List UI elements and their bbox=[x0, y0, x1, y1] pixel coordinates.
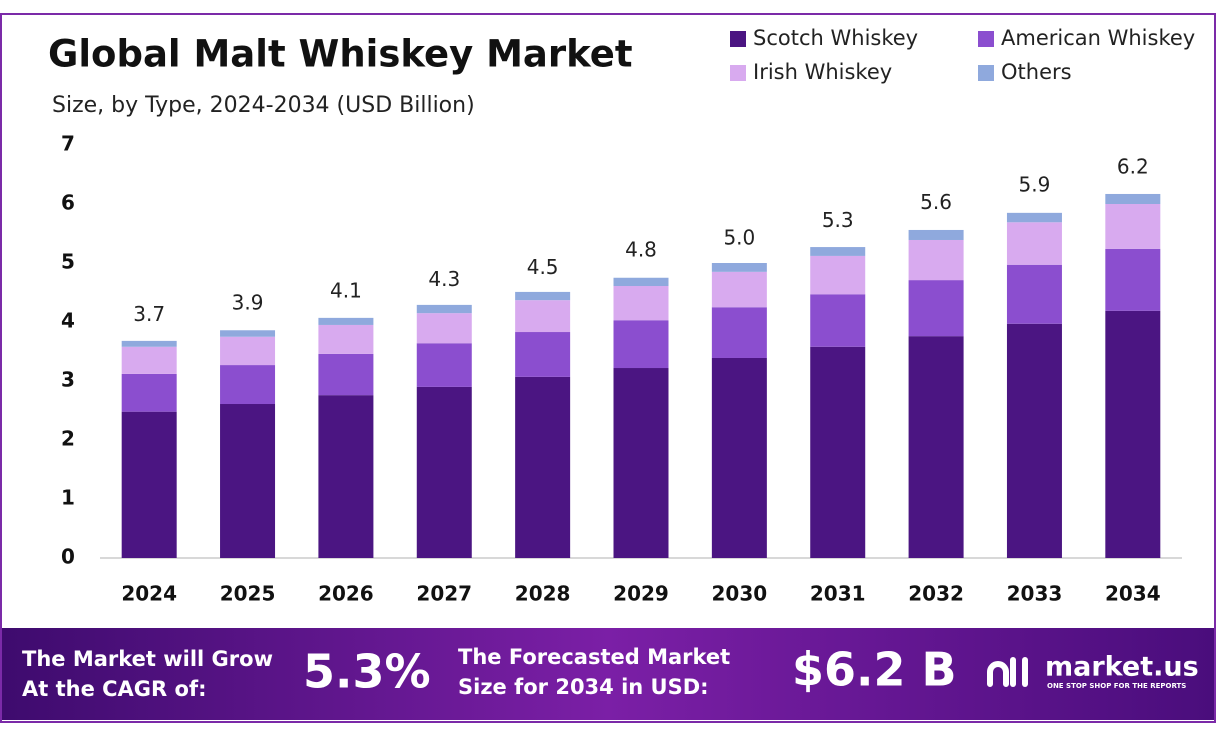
x-tick-label: 2032 bbox=[908, 582, 964, 606]
bar-segment bbox=[613, 277, 669, 287]
bar-segment bbox=[908, 336, 964, 558]
bar-segment bbox=[1006, 264, 1062, 324]
total-label: 6.2 bbox=[1117, 155, 1149, 179]
x-tick-label: 2033 bbox=[1007, 582, 1063, 606]
bar-segment bbox=[613, 286, 669, 321]
bar-segment bbox=[1006, 323, 1062, 558]
bar-segment bbox=[711, 271, 767, 308]
bar-segment bbox=[711, 307, 767, 358]
bar-segment bbox=[1105, 248, 1161, 311]
legend-swatch bbox=[730, 65, 746, 81]
bar-segment bbox=[908, 239, 964, 281]
legend-label: Irish Whiskey bbox=[753, 60, 892, 84]
forecast-value: $6.2 B bbox=[792, 643, 957, 697]
x-tick-label: 2026 bbox=[318, 582, 374, 606]
bar-segment bbox=[220, 330, 276, 337]
y-tick-label: 6 bbox=[61, 191, 75, 215]
brand-tagline: ONE STOP SHOP FOR THE REPORTS bbox=[1047, 682, 1186, 690]
chart-title: Global Malt Whiskey Market bbox=[48, 33, 633, 76]
bar-segment bbox=[416, 343, 472, 387]
y-tick-label: 1 bbox=[61, 486, 75, 510]
bar-segment bbox=[711, 357, 767, 558]
legend-swatch bbox=[978, 65, 994, 81]
x-tick-label: 2029 bbox=[613, 582, 669, 606]
bar-segment bbox=[220, 365, 276, 405]
bar-segment bbox=[613, 368, 669, 558]
total-label: 5.9 bbox=[1019, 172, 1051, 196]
cagr-value: 5.3% bbox=[303, 645, 431, 699]
brand-logo bbox=[987, 657, 1028, 687]
bar-segment bbox=[220, 336, 276, 366]
bar-segment bbox=[515, 291, 571, 301]
y-tick-label: 7 bbox=[61, 132, 75, 156]
bar-segment bbox=[416, 304, 472, 314]
y-tick-label: 5 bbox=[61, 250, 75, 274]
y-tick-label: 4 bbox=[61, 309, 75, 333]
bar-segment bbox=[1105, 310, 1161, 558]
bar-segment bbox=[318, 395, 374, 558]
bar-segment bbox=[416, 313, 472, 344]
bar-segment bbox=[908, 229, 964, 240]
total-label: 4.5 bbox=[527, 255, 559, 279]
x-tick-label: 2025 bbox=[220, 582, 276, 606]
bar-segment bbox=[908, 280, 964, 337]
x-tick-label: 2028 bbox=[515, 582, 571, 606]
bar-segment bbox=[121, 373, 177, 412]
bar-segment bbox=[515, 300, 571, 333]
bar-segment bbox=[220, 404, 276, 558]
x-tick-label: 2031 bbox=[810, 582, 866, 606]
bar-segment bbox=[810, 346, 866, 558]
total-label: 5.3 bbox=[822, 208, 854, 232]
total-label: 5.0 bbox=[723, 226, 755, 250]
bar-segment bbox=[318, 324, 374, 354]
total-label: 3.7 bbox=[133, 302, 165, 326]
bar-segment bbox=[121, 340, 177, 347]
cagr-text: At the CAGR of: bbox=[22, 677, 207, 701]
x-tick-label: 2034 bbox=[1105, 582, 1161, 606]
total-label: 4.8 bbox=[625, 237, 657, 261]
bar-segment bbox=[613, 320, 669, 369]
footer: The Market will Grow At the CAGR of: 5.3… bbox=[2, 628, 1214, 720]
legend-label: Others bbox=[1001, 60, 1072, 84]
bar-segment bbox=[515, 376, 571, 558]
x-tick-label: 2027 bbox=[416, 582, 472, 606]
total-label: 4.3 bbox=[428, 267, 460, 291]
forecast-text: The Forecasted Market bbox=[458, 645, 730, 669]
bar-segment bbox=[810, 255, 866, 295]
bar-segment bbox=[1105, 204, 1161, 249]
bar-segment bbox=[416, 386, 472, 558]
bar-segment bbox=[515, 332, 571, 377]
bar-segment bbox=[810, 294, 866, 347]
total-label: 5.6 bbox=[920, 190, 952, 214]
bar-segment bbox=[1006, 212, 1062, 223]
brand: market.us bbox=[1045, 652, 1199, 683]
cagr-text: The Market will Grow bbox=[22, 647, 273, 671]
total-label: 3.9 bbox=[232, 290, 264, 314]
total-label: 4.1 bbox=[330, 279, 362, 303]
bar-segment bbox=[1105, 193, 1161, 204]
bar-segment bbox=[711, 263, 767, 272]
bar-segment bbox=[1006, 222, 1062, 265]
legend-label: American Whiskey bbox=[1001, 26, 1195, 50]
y-tick-label: 3 bbox=[61, 368, 75, 392]
footer-band bbox=[2, 628, 1214, 720]
legend-swatch bbox=[978, 31, 994, 47]
bar-segment bbox=[121, 411, 177, 558]
chart-subtitle: Size, by Type, 2024-2034 (USD Billion) bbox=[52, 93, 475, 118]
y-tick-label: 2 bbox=[61, 427, 75, 451]
bar-segment bbox=[121, 346, 177, 374]
bar-segment bbox=[318, 353, 374, 396]
forecast-text: Size for 2034 in USD: bbox=[458, 675, 709, 699]
x-tick-label: 2030 bbox=[712, 582, 768, 606]
bar-segment bbox=[318, 317, 374, 325]
y-tick-label: 0 bbox=[61, 545, 75, 569]
bar-segment bbox=[810, 247, 866, 256]
x-tick-label: 2024 bbox=[121, 582, 177, 606]
legend-swatch bbox=[730, 31, 746, 47]
legend-label: Scotch Whiskey bbox=[753, 26, 918, 50]
